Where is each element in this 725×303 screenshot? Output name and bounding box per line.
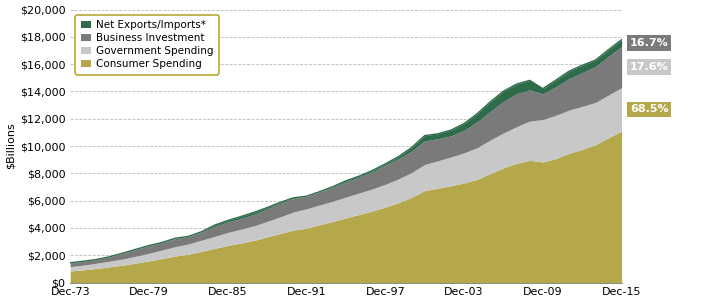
Legend: Net Exports/Imports*, Business Investment, Government Spending, Consumer Spendin: Net Exports/Imports*, Business Investmen… bbox=[75, 15, 219, 75]
Text: 17.6%: 17.6% bbox=[630, 62, 668, 72]
Text: 68.5%: 68.5% bbox=[630, 104, 668, 114]
Text: 16.7%: 16.7% bbox=[630, 38, 668, 48]
Y-axis label: $Billions: $Billions bbox=[6, 123, 15, 169]
